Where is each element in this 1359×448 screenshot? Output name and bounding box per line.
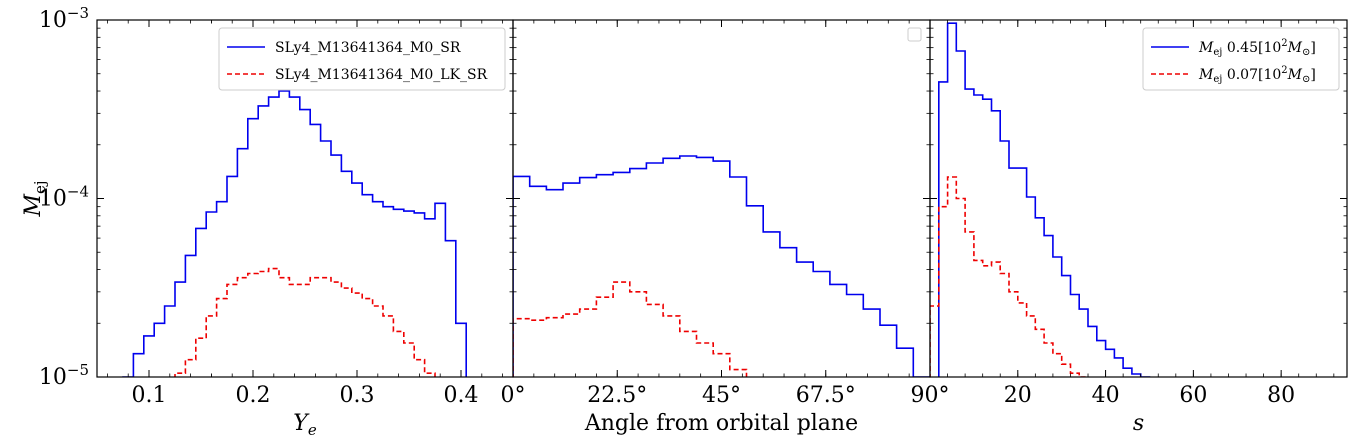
series-line-0 (122, 90, 467, 377)
y-tick-label: 10−3 (39, 4, 89, 33)
axes-frame (512, 19, 931, 378)
y-tick-label: 10−4 (39, 183, 89, 212)
x-tick-label: 0.1 (132, 383, 167, 408)
series-line-0 (938, 22, 1151, 377)
x-tick-label: 67.5° (796, 383, 856, 408)
legend: SLy4_M13641364_M0_SR SLy4_M13641364_M0_LK… (218, 27, 506, 91)
legend: Mej 0.45[102M⊙] Mej 0.07[102M⊙] (1142, 27, 1340, 91)
x-tick-label: 90° (911, 383, 950, 408)
series-group (513, 155, 930, 377)
series-group (930, 22, 1151, 377)
legend (907, 27, 922, 42)
x-tick-label: 45° (702, 383, 741, 408)
legend-label: SLy4_M13641364_M0_LK_SR (275, 67, 488, 83)
x-axis-label: s (1133, 411, 1144, 436)
x-tick-label: 20 (1004, 383, 1032, 408)
y-axis-label: Mej (21, 180, 49, 217)
x-tick-label: 0° (501, 383, 526, 408)
x-tick-label: 40 (1092, 383, 1120, 408)
legend-box (218, 27, 506, 91)
x-tick-label: 60 (1179, 383, 1207, 408)
legend-box-empty (907, 27, 922, 42)
x-tick-label: 0.2 (236, 383, 271, 408)
legend-label: SLy4_M13641364_M0_SR (275, 40, 461, 56)
panel-Ye: 0.1 0.2 0.3 0.4 10−5 10−4 10−3 Mej Ye SLy4_M13641… (21, 4, 514, 439)
x-tick-label: 22.5° (587, 383, 647, 408)
legend-label: Mej 0.07[102M⊙] (1198, 65, 1316, 85)
panel-angle: 0° 22.5° 45° 67.5° 90° Angle from orbital pla… (501, 19, 950, 436)
legend-box (1142, 27, 1340, 91)
series-line-1 (174, 267, 436, 377)
x-axis-label: Angle from orbital plane (584, 411, 858, 436)
series-line-0 (513, 155, 930, 377)
x-tick-label: 0.4 (444, 383, 479, 408)
panel-entropy: 20 40 60 80 s Mej 0.45[102M⊙] Mej 0.07[102M⊙] (929, 19, 1348, 436)
panels: 0.1 0.2 0.3 0.4 10−5 10−4 10−3 Mej Ye SLy4_M13641… (21, 4, 1348, 439)
legend-label: Mej 0.45[102M⊙] (1198, 38, 1316, 58)
x-axis-label: Ye (293, 411, 317, 439)
series-line-1 (930, 176, 1089, 377)
x-tick-label: 80 (1267, 383, 1295, 408)
series-line-1 (513, 281, 748, 377)
y-tick-label: 10−5 (39, 361, 89, 390)
x-tick-label: 0.3 (340, 383, 375, 408)
series-group (122, 90, 467, 377)
